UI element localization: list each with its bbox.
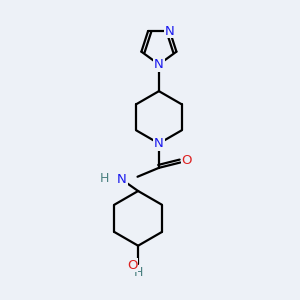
Text: N: N [165, 25, 175, 38]
Text: N: N [154, 58, 164, 71]
Text: H: H [100, 172, 110, 185]
Text: O: O [127, 259, 137, 272]
Text: H: H [134, 266, 143, 279]
Text: N: N [154, 137, 164, 150]
Text: N: N [117, 173, 127, 186]
Text: O: O [182, 154, 192, 167]
